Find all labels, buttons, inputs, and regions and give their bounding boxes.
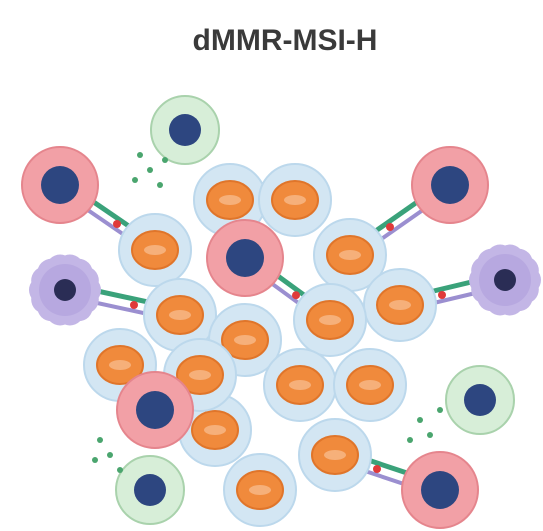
tumor-nucleolus [324, 450, 346, 460]
tumor-nucleolus [189, 370, 211, 380]
immune-cell-nucleus [134, 474, 166, 506]
t-cell-nucleus [226, 239, 264, 277]
t-cell-nucleus [41, 166, 79, 204]
tumor-nucleolus [389, 300, 411, 310]
synapse-dot [438, 291, 446, 299]
cytokine [407, 437, 413, 443]
synapse-dot [113, 220, 121, 228]
tumor-nucleolus [204, 425, 226, 435]
synapse-dot [130, 301, 138, 309]
cytokine [132, 177, 138, 183]
cytokine [437, 407, 443, 413]
synapse-dot [292, 291, 300, 299]
t-cell-nucleus [421, 471, 459, 509]
synapse-dot [386, 223, 394, 231]
cytokine [417, 417, 423, 423]
tumor-nucleolus [234, 335, 256, 345]
cytokine [427, 432, 433, 438]
t-cell-nucleus [431, 166, 469, 204]
cytokine [92, 457, 98, 463]
cytokine [97, 437, 103, 443]
tumor-nucleolus [289, 380, 311, 390]
immune-cell-nucleus [464, 384, 496, 416]
immune-cell-nucleus [169, 114, 201, 146]
tumor-nucleolus [284, 195, 306, 205]
dendritic-nucleus [54, 279, 76, 301]
cytokine [137, 152, 143, 158]
t-cell-nucleus [136, 391, 174, 429]
cytokine [117, 467, 123, 473]
diagram: dMMR-MSI-H [0, 0, 543, 531]
cytokine [162, 157, 168, 163]
tumor-nucleolus [109, 360, 131, 370]
tumor-nucleolus [169, 310, 191, 320]
cytokine [147, 167, 153, 173]
tumor-nucleolus [144, 245, 166, 255]
tumor-nucleolus [249, 485, 271, 495]
title: dMMR-MSI-H [193, 24, 378, 57]
cytokine [107, 452, 113, 458]
cytokine [157, 182, 163, 188]
tumor-nucleolus [219, 195, 241, 205]
tumor-nucleolus [319, 315, 341, 325]
tumor-nucleolus [339, 250, 361, 260]
tumor-nucleolus [359, 380, 381, 390]
dendritic-nucleus [494, 269, 516, 291]
synapse-dot [373, 465, 381, 473]
